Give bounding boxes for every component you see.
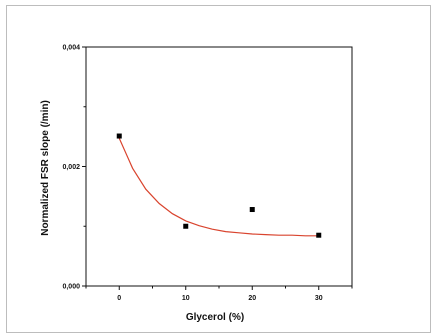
chart-frame	[6, 5, 431, 333]
y-tick-label: 0,000	[62, 284, 80, 291]
x-axis-title: Glycerol (%)	[186, 312, 244, 323]
plot-area-border	[85, 46, 353, 287]
x-tick-label: 20	[248, 295, 256, 302]
data-point	[116, 133, 122, 139]
x-tick-label: 30	[315, 295, 323, 302]
axes: 0 10 20 30 0,000 0,002 0,004	[62, 45, 353, 302]
fit-layer	[118, 138, 319, 237]
y-axis-title: Normalized FSR slope (/min)	[40, 100, 51, 236]
fit-curve	[118, 138, 319, 237]
y-tick-label: 0,002	[62, 164, 80, 171]
y-tick-label: 0,004	[62, 45, 80, 52]
x-tick-label: 0	[117, 295, 121, 302]
data-point	[316, 232, 322, 238]
points-layer	[116, 133, 322, 238]
data-point	[183, 223, 189, 229]
data-point	[249, 207, 255, 213]
x-tick-label: 10	[182, 295, 190, 302]
